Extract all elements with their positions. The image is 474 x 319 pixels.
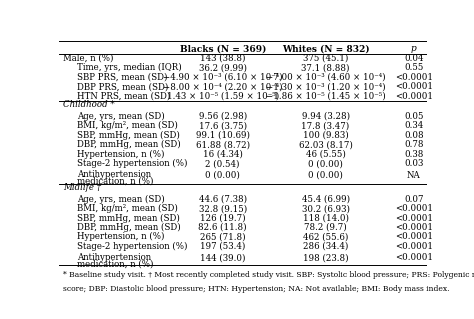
Text: 286 (34.4): 286 (34.4) <box>303 242 348 251</box>
Text: SBP PRS, mean (SD): SBP PRS, mean (SD) <box>77 73 167 82</box>
Text: Antihypertension: Antihypertension <box>77 170 151 179</box>
Text: 0.04: 0.04 <box>404 54 423 63</box>
Text: 0.55: 0.55 <box>404 63 423 72</box>
Text: 45.4 (6.99): 45.4 (6.99) <box>301 195 350 204</box>
Text: DBP PRS, mean (SD): DBP PRS, mean (SD) <box>77 82 168 91</box>
Text: 82.6 (11.8): 82.6 (11.8) <box>199 223 247 232</box>
Text: 17.8 (3.47): 17.8 (3.47) <box>301 121 350 130</box>
Text: Hypertension, n (%): Hypertension, n (%) <box>77 150 164 159</box>
Text: −7.00 × 10⁻³ (4.60 × 10⁻⁴): −7.00 × 10⁻³ (4.60 × 10⁻⁴) <box>266 73 385 82</box>
Text: 16 (4.34): 16 (4.34) <box>203 150 243 159</box>
Text: 265 (71.8): 265 (71.8) <box>200 233 246 241</box>
Text: 37.1 (8.88): 37.1 (8.88) <box>301 63 350 72</box>
Text: 144 (39.0): 144 (39.0) <box>200 254 246 263</box>
Text: <0.0001: <0.0001 <box>395 233 433 241</box>
Text: 62.03 (8.17): 62.03 (8.17) <box>299 140 353 149</box>
Text: −1.30 × 10⁻³ (1.20 × 10⁻⁴): −1.30 × 10⁻³ (1.20 × 10⁻⁴) <box>266 82 385 91</box>
Text: Childhood *: Childhood * <box>63 100 115 109</box>
Text: 44.6 (7.38): 44.6 (7.38) <box>199 195 247 204</box>
Text: Age, yrs, mean (SD): Age, yrs, mean (SD) <box>77 112 164 121</box>
Text: Stage-2 hypertension (%): Stage-2 hypertension (%) <box>77 242 187 251</box>
Text: 46 (5.55): 46 (5.55) <box>306 150 346 159</box>
Text: NA: NA <box>407 171 420 180</box>
Text: Midlife †: Midlife † <box>63 183 101 192</box>
Text: 0.38: 0.38 <box>404 150 423 159</box>
Text: 375 (45.1): 375 (45.1) <box>303 54 348 63</box>
Text: 197 (53.4): 197 (53.4) <box>200 242 246 251</box>
Text: <0.0001: <0.0001 <box>395 213 433 223</box>
Text: medication, n (%): medication, n (%) <box>77 177 154 186</box>
Text: BMI, kg/m², mean (SD): BMI, kg/m², mean (SD) <box>77 204 178 213</box>
Text: 2 (0.54): 2 (0.54) <box>205 159 240 168</box>
Text: 0.78: 0.78 <box>404 140 423 149</box>
Text: 17.6 (3.75): 17.6 (3.75) <box>199 121 247 130</box>
Text: <0.0001: <0.0001 <box>395 242 433 251</box>
Text: * Baseline study visit. † Most recently completed study visit. SBP: Systolic blo: * Baseline study visit. † Most recently … <box>63 271 474 279</box>
Text: BMI, kg/m², mean (SD): BMI, kg/m², mean (SD) <box>77 121 178 130</box>
Text: 0 (0.00): 0 (0.00) <box>308 159 343 168</box>
Text: 32.8 (9.15): 32.8 (9.15) <box>199 204 247 213</box>
Text: HTN PRS, mean (SD): HTN PRS, mean (SD) <box>77 92 170 100</box>
Text: −8.00 × 10⁻⁴ (2.20 × 10⁻⁴): −8.00 × 10⁻⁴ (2.20 × 10⁻⁴) <box>163 82 283 91</box>
Text: 0.03: 0.03 <box>404 159 423 168</box>
Text: 118 (14.0): 118 (14.0) <box>302 213 348 223</box>
Text: 462 (55.6): 462 (55.6) <box>303 233 348 241</box>
Text: 36.2 (9.99): 36.2 (9.99) <box>199 63 247 72</box>
Text: Stage-2 hypertension (%): Stage-2 hypertension (%) <box>77 159 187 168</box>
Text: 198 (23.8): 198 (23.8) <box>303 254 348 263</box>
Text: DBP, mmHg, mean (SD): DBP, mmHg, mean (SD) <box>77 140 181 149</box>
Text: <0.0001: <0.0001 <box>395 82 433 91</box>
Text: −1.86 × 10⁻⁵ (1.45 × 10⁻⁵): −1.86 × 10⁻⁵ (1.45 × 10⁻⁵) <box>266 92 385 100</box>
Text: Male, n (%): Male, n (%) <box>63 54 113 63</box>
Text: <0.0001: <0.0001 <box>395 204 433 213</box>
Text: 0.07: 0.07 <box>404 195 423 204</box>
Text: DBP, mmHg, mean (SD): DBP, mmHg, mean (SD) <box>77 223 181 232</box>
Text: <0.0001: <0.0001 <box>395 223 433 232</box>
Text: SBP, mmHg, mean (SD): SBP, mmHg, mean (SD) <box>77 213 180 223</box>
Text: 99.1 (10.69): 99.1 (10.69) <box>196 131 250 140</box>
Text: 126 (19.7): 126 (19.7) <box>200 213 246 223</box>
Text: <0.0001: <0.0001 <box>395 92 433 100</box>
Text: 0.08: 0.08 <box>404 131 424 140</box>
Text: Hypertension, n (%): Hypertension, n (%) <box>77 232 164 241</box>
Text: <0.0001: <0.0001 <box>395 73 433 82</box>
Text: 0 (0.00): 0 (0.00) <box>308 171 343 180</box>
Text: <0.0001: <0.0001 <box>395 254 433 263</box>
Text: 100 (9.83): 100 (9.83) <box>303 131 348 140</box>
Text: −4.90 × 10⁻³ (6.10 × 10⁻⁴): −4.90 × 10⁻³ (6.10 × 10⁻⁴) <box>163 73 283 82</box>
Text: 30.2 (6.93): 30.2 (6.93) <box>301 204 350 213</box>
Text: 78.2 (9.7): 78.2 (9.7) <box>304 223 347 232</box>
Text: Whites (N = 832): Whites (N = 832) <box>282 44 369 53</box>
Text: p: p <box>411 44 417 53</box>
Text: 0.34: 0.34 <box>404 121 423 130</box>
Text: score; DBP: Diastolic blood pressure; HTN: Hypertension; NA: Not available; BMI:: score; DBP: Diastolic blood pressure; HT… <box>63 285 449 293</box>
Text: Time, yrs, median (IQR): Time, yrs, median (IQR) <box>77 63 182 72</box>
Text: 1.43 × 10⁻⁵ (1.59 × 10⁻⁵): 1.43 × 10⁻⁵ (1.59 × 10⁻⁵) <box>166 92 279 100</box>
Text: SBP, mmHg, mean (SD): SBP, mmHg, mean (SD) <box>77 131 180 140</box>
Text: 143 (38.8): 143 (38.8) <box>200 54 246 63</box>
Text: 61.88 (8.72): 61.88 (8.72) <box>196 140 250 149</box>
Text: 0 (0.00): 0 (0.00) <box>205 171 240 180</box>
Text: Age, yrs, mean (SD): Age, yrs, mean (SD) <box>77 195 164 204</box>
Text: 9.56 (2.98): 9.56 (2.98) <box>199 112 247 121</box>
Text: medication, n (%): medication, n (%) <box>77 259 154 269</box>
Text: 9.94 (3.28): 9.94 (3.28) <box>301 112 350 121</box>
Text: Antihypertension: Antihypertension <box>77 253 151 262</box>
Text: 0.05: 0.05 <box>404 112 423 121</box>
Text: Blacks (N = 369): Blacks (N = 369) <box>180 44 266 53</box>
